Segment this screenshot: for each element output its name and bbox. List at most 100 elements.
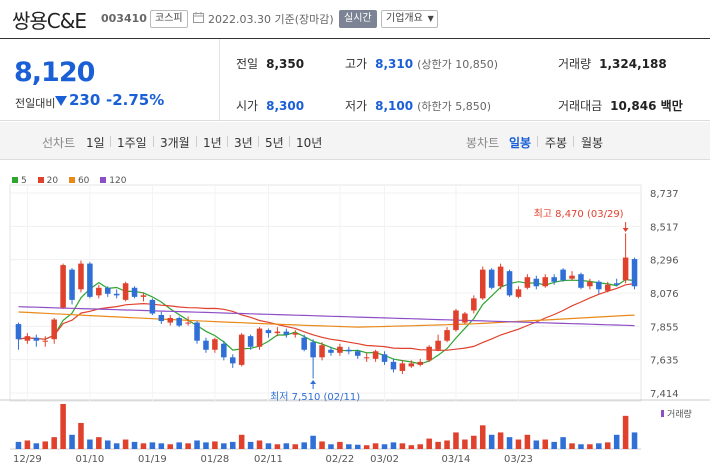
candle-body [613,283,620,285]
down-triangle-icon [55,96,67,106]
realtime-button[interactable]: 실시간 [339,10,377,28]
open-price: 시가 8,300 [236,97,304,114]
separator [110,136,111,147]
period-5y[interactable]: 5년 [265,136,284,150]
volume-value: 1,324,188 [599,57,667,71]
volume-bar [203,442,209,449]
x-tick-label: 01/28 [200,454,229,465]
calendar-icon [193,12,204,23]
candle-body [176,318,182,326]
divider [219,39,220,121]
volume-label: 거래량 [558,57,592,71]
volume-bar [104,440,111,449]
candle-body [337,346,343,353]
candle-body [185,322,191,324]
volume-bar [185,443,191,449]
volume-bar [471,435,477,449]
volume-bar [578,444,584,449]
volume-bar [426,438,432,449]
legend-ma5-label: 5 [21,176,27,186]
ma120-line [18,306,635,327]
x-tick-label: 12/29 [13,454,42,465]
period-toolbar: 선차트 1일 1주일 3개월 1년 3년 5년 10년 봉차트 일봉 주봉 월봉 [0,122,710,160]
volume-bar [551,441,557,449]
company-overview-label: 기업개요 [386,13,423,24]
line-chart-label: 선차트 [42,136,76,150]
volume-bar [497,432,504,449]
volume-bar [158,443,165,449]
volume-bar [515,439,522,449]
candle-body [604,284,611,291]
candle-body [24,336,31,341]
y-tick-label: 8,296 [650,256,679,267]
candle-body [203,340,209,350]
company-overview-button[interactable]: 기업개요 ▼ [381,10,438,28]
candle-body [131,287,138,297]
volume-bar [488,434,495,449]
x-tick-label: 01/10 [75,454,104,465]
base-date: 2022.03.30 기준(장마감) [208,13,334,26]
candle-body [301,337,307,350]
candle-body [229,357,236,364]
period-3m[interactable]: 3개월 [160,136,190,150]
candle-body [542,277,549,287]
volume-bar [87,439,93,449]
x-tick-label: 03/14 [442,454,471,465]
diff-value: 230 [69,91,101,109]
volume-bar [301,442,307,449]
x-tick-label: 02/22 [325,454,354,465]
separator [537,136,538,147]
candlestick-chart[interactable]: 8,737 8,517 8,296 8,076 7,855 7,635 7,414 12/29… [0,160,710,469]
candle-body [247,336,254,347]
candle-body [310,342,316,358]
candle-body [578,274,584,288]
amount-value: 10,846 백만 [610,99,683,113]
period-weekly[interactable]: 주봉 [545,136,568,150]
volume-bar [506,437,513,449]
trade-amount: 거래대금 10,846 백만 [558,97,683,114]
period-monthly[interactable]: 월봉 [581,136,604,150]
volume-bar [622,415,629,449]
period-1w[interactable]: 1주일 [117,136,147,150]
stock-code: 003410 [101,12,147,25]
volume-bar [479,425,486,449]
candle-body [87,263,93,297]
candle-body [479,269,486,299]
candle-body [587,281,593,287]
volume-bar [354,444,361,449]
prev-close-value: 8,350 [266,57,305,71]
volume-bar [569,443,575,449]
candle-body [149,299,156,314]
price-summary: 8,120 전일대비 230 -2.75% 전일 8,350 고가 8,310 (상한… [0,38,710,121]
volume-bar [149,442,156,449]
volume-bar [51,437,57,449]
separator [153,136,154,147]
period-1y[interactable]: 1년 [203,136,222,150]
candle-body [524,277,531,288]
candle-body [256,328,263,347]
chart-legend: 5 20 60 120 [12,176,134,186]
volume-bar [33,443,40,449]
candle-body [274,331,281,334]
volume-legend-swatch [661,410,664,417]
x-tick-label: 03/02 [370,454,399,465]
candle-body [408,363,415,367]
x-tick-label: 01/19 [138,454,167,465]
y-tick-label: 8,517 [650,222,679,233]
candle-body [551,277,557,282]
volume-bar [631,432,638,449]
period-10y[interactable]: 10년 [296,136,323,150]
lower-limit: (하한가 5,850) [417,100,491,113]
candle-body [417,361,424,365]
volume-bar [390,442,397,449]
low-label: 저가 [345,99,368,113]
candle-body [363,357,370,359]
stock-header: 쌍용C&E 003410 코스피 2022.03.30 기준(장마감) 실시간 … [0,0,710,38]
period-3y[interactable]: 3년 [234,136,253,150]
period-daily[interactable]: 일봉 [509,136,532,150]
candle-body [497,266,504,287]
y-tick-label: 8,737 [650,189,679,200]
volume-bar [596,443,602,449]
volume-bar [113,443,120,449]
period-1d[interactable]: 1일 [86,136,105,150]
